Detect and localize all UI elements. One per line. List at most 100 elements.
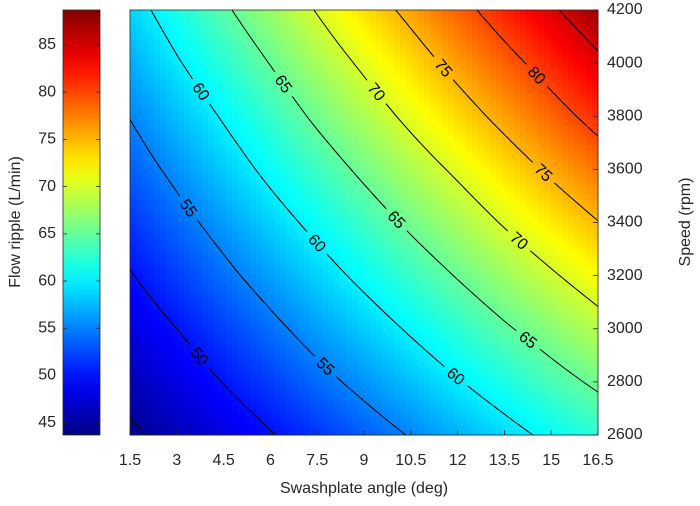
field-cell bbox=[322, 290, 329, 296]
field-cell bbox=[430, 125, 437, 131]
field-cell bbox=[142, 120, 149, 126]
field-cell bbox=[226, 200, 233, 206]
field-cell bbox=[244, 210, 251, 216]
field-cell bbox=[226, 260, 233, 266]
field-cell bbox=[550, 260, 557, 266]
field-cell bbox=[532, 50, 539, 56]
field-cell bbox=[460, 265, 467, 271]
field-cell bbox=[364, 215, 371, 221]
field-cell bbox=[346, 185, 353, 191]
field-cell bbox=[232, 35, 239, 41]
field-cell bbox=[268, 50, 275, 56]
field-cell bbox=[202, 275, 209, 281]
field-cell bbox=[502, 185, 509, 191]
field-cell bbox=[580, 320, 587, 326]
field-cell bbox=[394, 280, 401, 286]
field-cell bbox=[346, 290, 353, 296]
field-cell bbox=[508, 135, 515, 141]
field-cell bbox=[376, 280, 383, 286]
field-cell bbox=[190, 285, 197, 291]
field-cell bbox=[418, 30, 425, 36]
field-cell bbox=[532, 305, 539, 311]
field-cell bbox=[262, 110, 269, 116]
field-cell bbox=[292, 180, 299, 186]
field-cell bbox=[280, 55, 287, 61]
field-cell bbox=[286, 170, 293, 176]
field-cell bbox=[454, 205, 461, 211]
field-cell bbox=[286, 40, 293, 46]
field-cell bbox=[352, 160, 359, 166]
field-cell bbox=[538, 180, 545, 186]
field-cell bbox=[262, 100, 269, 106]
field-cell bbox=[154, 240, 161, 246]
field-cell bbox=[454, 60, 461, 66]
field-cell bbox=[178, 155, 185, 161]
field-cell bbox=[526, 60, 533, 66]
field-cell bbox=[190, 110, 197, 116]
field-cell bbox=[202, 125, 209, 131]
field-cell bbox=[460, 150, 467, 156]
field-cell bbox=[460, 240, 467, 246]
field-cell bbox=[496, 60, 503, 66]
field-cell bbox=[418, 110, 425, 116]
field-cell bbox=[550, 25, 557, 31]
field-cell bbox=[148, 260, 155, 266]
field-cell bbox=[226, 25, 233, 31]
field-cell bbox=[340, 175, 347, 181]
field-cell bbox=[460, 45, 467, 51]
field-cell bbox=[310, 300, 317, 306]
field-cell bbox=[448, 155, 455, 161]
field-cell bbox=[406, 195, 413, 201]
field-cell bbox=[400, 305, 407, 311]
field-cell bbox=[388, 260, 395, 266]
field-cell bbox=[454, 35, 461, 41]
field-cell bbox=[490, 70, 497, 76]
field-cell bbox=[358, 140, 365, 146]
field-cell bbox=[256, 270, 263, 276]
field-cell bbox=[346, 130, 353, 136]
field-cell bbox=[226, 280, 233, 286]
field-cell bbox=[346, 235, 353, 241]
field-cell bbox=[334, 120, 341, 126]
field-cell bbox=[130, 270, 137, 276]
field-cell bbox=[478, 60, 485, 66]
field-cell bbox=[418, 190, 425, 196]
field-cell bbox=[226, 235, 233, 241]
field-cell bbox=[394, 295, 401, 301]
field-cell bbox=[280, 15, 287, 21]
field-cell bbox=[484, 205, 491, 211]
field-cell bbox=[430, 235, 437, 241]
field-cell bbox=[466, 260, 473, 266]
field-cell bbox=[280, 210, 287, 216]
field-cell bbox=[358, 210, 365, 216]
field-cell bbox=[460, 40, 467, 46]
field-cell bbox=[256, 160, 263, 166]
field-cell bbox=[460, 95, 467, 101]
field-cell bbox=[310, 290, 317, 296]
field-cell bbox=[448, 200, 455, 206]
field-cell bbox=[352, 110, 359, 116]
field-cell bbox=[556, 130, 563, 136]
field-cell bbox=[160, 195, 167, 201]
field-cell bbox=[430, 225, 437, 231]
field-cell bbox=[268, 65, 275, 71]
field-cell bbox=[142, 295, 149, 301]
field-cell bbox=[472, 180, 479, 186]
field-cell bbox=[556, 60, 563, 66]
field-cell bbox=[580, 180, 587, 186]
field-cell bbox=[334, 275, 341, 281]
field-cell bbox=[412, 240, 419, 246]
field-cell bbox=[394, 30, 401, 36]
field-cell bbox=[148, 200, 155, 206]
field-cell bbox=[154, 305, 161, 311]
field-cell bbox=[298, 75, 305, 81]
field-cell bbox=[544, 145, 551, 151]
field-cell bbox=[586, 50, 593, 56]
field-cell bbox=[424, 230, 431, 236]
field-cell bbox=[406, 110, 413, 116]
field-cell bbox=[562, 135, 569, 141]
field-cell bbox=[562, 30, 569, 36]
field-cell bbox=[346, 95, 353, 101]
field-cell bbox=[520, 310, 527, 316]
field-cell bbox=[304, 180, 311, 186]
